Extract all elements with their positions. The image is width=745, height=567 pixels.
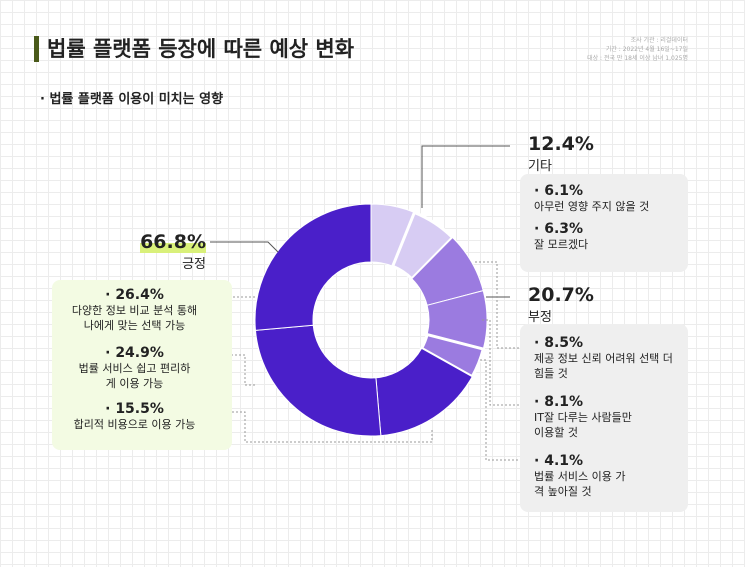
positive-label: 66.8% 긍정 [140, 231, 206, 272]
negative-name: 부정 [528, 310, 552, 325]
meta-period: 기간 : 2022년 4월 16일~17일 [605, 46, 688, 53]
leader-other [421, 145, 510, 208]
meta-target: 대상 : 전국 만 18세 이상 남녀 1,025명 [587, 55, 688, 62]
negative-box: · 8.5% 제공 정보 신뢰 어려워 선택 더 힘들 것 · 8.1% IT잘 다… [520, 324, 688, 512]
negative-item: · 4.1% 법률 서비스 이용 가격 높아질 것 [534, 453, 626, 499]
meta-org: 조사 기관 : 리걸데이터 [630, 37, 688, 44]
other-label: 12.4% 기타 [528, 133, 594, 174]
positive-item: · 15.5% 합리적 비용으로 이용 가능 [73, 401, 196, 432]
negative-label: 20.7% 부정 [528, 284, 594, 325]
negative-item: · 8.1% IT잘 다루는 사람들만 이용할 것 [534, 394, 632, 440]
other-pct: 12.4% [528, 133, 594, 155]
positive-pct: 66.8% [140, 231, 206, 253]
negative-pct: 20.7% [528, 284, 594, 306]
other-name: 기타 [528, 159, 552, 174]
positive-item: · 24.9% 법률 서비스 쉽고 편리하게 이용 가능 [78, 345, 191, 391]
positive-item: · 26.4% 다양한 정보 비교 분석 통해 나에게 맞는 선택 가능 [71, 287, 198, 333]
positive-name: 긍정 [182, 257, 206, 272]
donut-slice [254, 324, 382, 437]
positive-box: · 26.4% 다양한 정보 비교 분석 통해 나에게 맞는 선택 가능 · 24… [52, 280, 232, 450]
donut-slice [254, 203, 372, 331]
negative-item: · 8.5% 제공 정보 신뢰 어려워 선택 더 힘들 것 [534, 335, 673, 381]
other-box: · 6.1% 아무런 영향 주지 않을 것 · 6.3% 잘 모르겠다 [520, 174, 688, 272]
survey-meta: 조사 기관 : 리걸데이터 기간 : 2022년 4월 16일~17일 대상 :… [587, 36, 688, 63]
other-item: · 6.3% 잘 모르겠다 [534, 221, 589, 252]
page-title: 법률 플랫폼 등장에 따른 예상 변화 [34, 36, 354, 62]
other-item: · 6.1% 아무런 영향 주지 않을 것 [534, 183, 650, 214]
subtitle: · 법률 플랫폼 이용이 미치는 영향 [40, 92, 224, 107]
leader-positive [210, 241, 279, 253]
